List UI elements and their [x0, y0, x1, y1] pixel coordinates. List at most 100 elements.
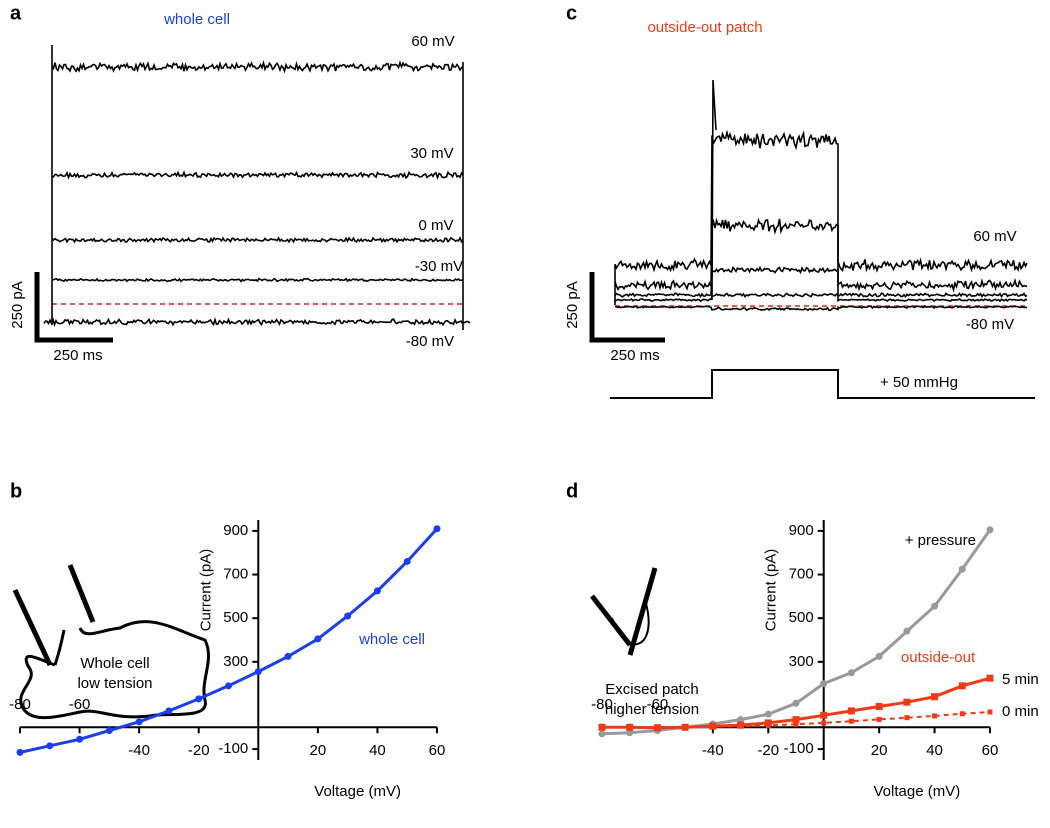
marker [76, 735, 84, 743]
series-label: 0 min [1002, 703, 1039, 720]
scale-label: 250 pA [564, 281, 581, 329]
y-tick-label: 700 [223, 566, 248, 583]
marker [987, 709, 993, 715]
membrane-patch [611, 599, 650, 646]
marker [682, 724, 688, 730]
y-tick-label: 300 [223, 653, 248, 670]
x-tick-label: 20 [310, 742, 327, 759]
x-tick-label: -40 [702, 742, 724, 759]
marker [598, 730, 606, 738]
marker [903, 698, 911, 706]
inset-text: low tension [77, 675, 152, 692]
inset-text: Whole cell [80, 655, 149, 672]
current-trace [43, 316, 471, 327]
marker [875, 703, 883, 711]
trace-label: 60 mV [973, 228, 1016, 245]
trace-label: -80 mV [406, 333, 454, 350]
pipette [590, 594, 632, 647]
x-tick-label: 60 [429, 742, 446, 759]
y-tick-label: 900 [223, 522, 248, 539]
marker [165, 707, 173, 715]
marker [195, 695, 203, 703]
marker [135, 718, 143, 726]
marker [931, 602, 939, 610]
panel-label: a [10, 2, 22, 24]
series-label: whole cell [358, 631, 425, 648]
marker [792, 716, 800, 724]
x-tick-label: 40 [926, 742, 943, 759]
marker [254, 668, 262, 676]
current-trace [614, 292, 1028, 303]
panel-label: c [566, 2, 577, 24]
marker [344, 612, 352, 620]
marker [46, 742, 54, 750]
marker [738, 723, 744, 729]
trace-label: 0 mV [418, 217, 453, 234]
marker [433, 525, 441, 533]
series-label: + pressure [905, 532, 976, 549]
marker [904, 715, 910, 721]
marker [931, 693, 939, 701]
current-trace [51, 45, 464, 325]
scale-bar [589, 272, 665, 343]
x-tick-label: -20 [757, 742, 779, 759]
marker [903, 627, 911, 635]
marker [986, 674, 994, 682]
y-tick-label: 500 [223, 609, 248, 626]
marker [959, 711, 965, 717]
y-tick-label: 900 [789, 522, 814, 539]
marker [932, 713, 938, 719]
inset-text: higher tension [605, 701, 699, 718]
current-trace [614, 129, 1028, 305]
marker [626, 729, 634, 737]
y-tick-label: 500 [789, 609, 814, 626]
marker [958, 682, 966, 690]
marker [16, 748, 24, 756]
marker [876, 716, 882, 722]
marker [599, 724, 605, 730]
marker [105, 727, 113, 735]
x-tick-label: 40 [369, 742, 386, 759]
trace-label: 30 mV [410, 145, 453, 162]
scale-label: 250 pA [9, 281, 26, 329]
trace-label: 60 mV [411, 33, 454, 50]
marker [848, 718, 854, 724]
y-axis-label: Current (pA) [763, 549, 780, 632]
current-trace [711, 79, 717, 301]
x-axis-label: Voltage (mV) [314, 783, 401, 800]
stimulus-label: + 50 mmHg [880, 374, 958, 391]
x-tick-label: -80 [9, 696, 31, 713]
marker [820, 680, 828, 688]
x-tick-label: -40 [128, 742, 150, 759]
x-tick-label: 20 [871, 742, 888, 759]
marker [710, 724, 716, 730]
marker [314, 635, 322, 643]
pipette [67, 564, 96, 623]
trace-label: -30 mV [415, 258, 463, 275]
pipette [12, 588, 53, 667]
panel-title: outside-out patch [647, 19, 762, 36]
marker [875, 652, 883, 660]
pipette [627, 567, 658, 656]
x-tick-label: -80 [591, 696, 613, 713]
y-tick-label: 700 [789, 566, 814, 583]
panel-title: whole cell [163, 11, 230, 28]
trace-label: -80 mV [966, 316, 1014, 333]
marker [847, 669, 855, 677]
x-tick-label: -60 [69, 696, 91, 713]
marker [765, 723, 771, 729]
annotation: outside-out [901, 649, 976, 666]
x-tick-label: 60 [982, 742, 999, 759]
current-trace [51, 277, 464, 283]
marker [821, 720, 827, 726]
x-tick-label: -20 [188, 742, 210, 759]
stimulus-trace [610, 369, 1035, 399]
marker [284, 652, 292, 660]
marker [403, 557, 411, 565]
y-tick-label: -100 [784, 740, 814, 757]
y-tick-label: -100 [218, 740, 248, 757]
panel-label: b [10, 480, 22, 502]
marker [793, 721, 799, 727]
marker [627, 724, 633, 730]
